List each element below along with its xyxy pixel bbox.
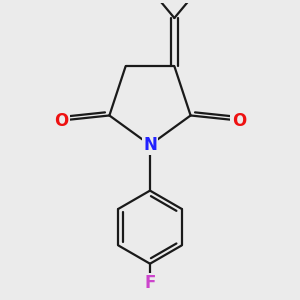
- Text: O: O: [54, 112, 68, 130]
- Text: F: F: [144, 274, 156, 292]
- Text: N: N: [143, 136, 157, 154]
- Text: O: O: [232, 112, 246, 130]
